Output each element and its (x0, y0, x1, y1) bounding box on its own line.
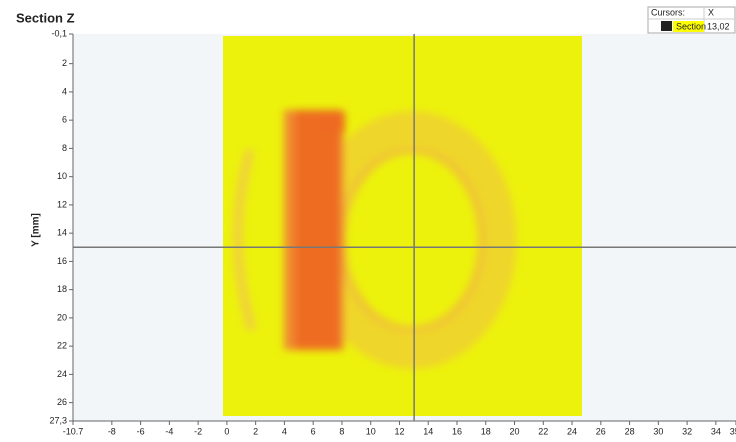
x-tick-label: -2 (194, 426, 202, 436)
cursor-panel: Cursors: X Section 13,02 (648, 7, 735, 33)
y-tick-label: 27,3 (49, 415, 67, 425)
x-tick-label: 34 (711, 426, 721, 436)
x-tick-label: 18 (481, 426, 491, 436)
screen: Section Z Cursors: X Section 13,02 Y [mm… (0, 0, 736, 437)
page: {"title": "Section Z", "cursor_header": … (0, 0, 736, 437)
y-tick-label: -0,1 (51, 28, 67, 38)
x-tick-label: -4 (165, 426, 173, 436)
heatmap-bar-top (320, 112, 345, 132)
y-tick-label: 6 (62, 115, 67, 125)
x-tick-label: 14 (423, 426, 433, 436)
x-tick-label: 20 (510, 426, 520, 436)
heatmap-bar-core (295, 110, 340, 350)
x-tick-label: 4 (282, 426, 287, 436)
y-tick-label: 22 (57, 341, 67, 351)
cursor-x-value[interactable]: 13,02 (707, 21, 730, 31)
x-tick-label: 32 (682, 426, 692, 436)
y-tick-label: 18 (57, 284, 67, 294)
x-tick-label: 28 (625, 426, 635, 436)
x-tick-label: 12 (394, 426, 404, 436)
y-tick-label: 10 (57, 171, 67, 181)
x-tick-label: 10 (366, 426, 376, 436)
y-tick-label: 14 (57, 228, 67, 238)
x-tick-label: -6 (137, 426, 145, 436)
x-tick-label: 24 (567, 426, 577, 436)
y-tick-label: 12 (57, 199, 67, 209)
x-tick-label: 16 (452, 426, 462, 436)
x-tick-label: 26 (596, 426, 606, 436)
x-tick-label: 6 (311, 426, 316, 436)
y-tick-label: 24 (57, 369, 67, 379)
y-tick-label: 8 (62, 143, 67, 153)
x-tick-label: 35. (730, 426, 736, 436)
y-tick-label: 4 (62, 86, 67, 96)
y-tick-label: 20 (57, 312, 67, 322)
cursor-icon (661, 21, 672, 31)
x-tick-label: 22 (538, 426, 548, 436)
panel-header: X (708, 7, 714, 17)
x-tick-label: -8 (108, 426, 116, 436)
x-tick-label: 0 (224, 426, 229, 436)
cursor-name[interactable]: Section (676, 21, 706, 31)
title: Section Z (16, 10, 75, 25)
x-tick-label: 30 (653, 426, 663, 436)
heatmap (223, 36, 582, 416)
x-tick-label: 2 (253, 426, 258, 436)
x-tick-label: -10.7 (63, 426, 84, 436)
panel-header: Cursors: (651, 7, 685, 17)
y-axis-label: Y [mm] (31, 213, 42, 247)
x-tick-label: 8 (339, 426, 344, 436)
y-tick-label: 16 (57, 256, 67, 266)
y-tick-label: 2 (62, 58, 67, 68)
y-tick-label: 26 (57, 397, 67, 407)
